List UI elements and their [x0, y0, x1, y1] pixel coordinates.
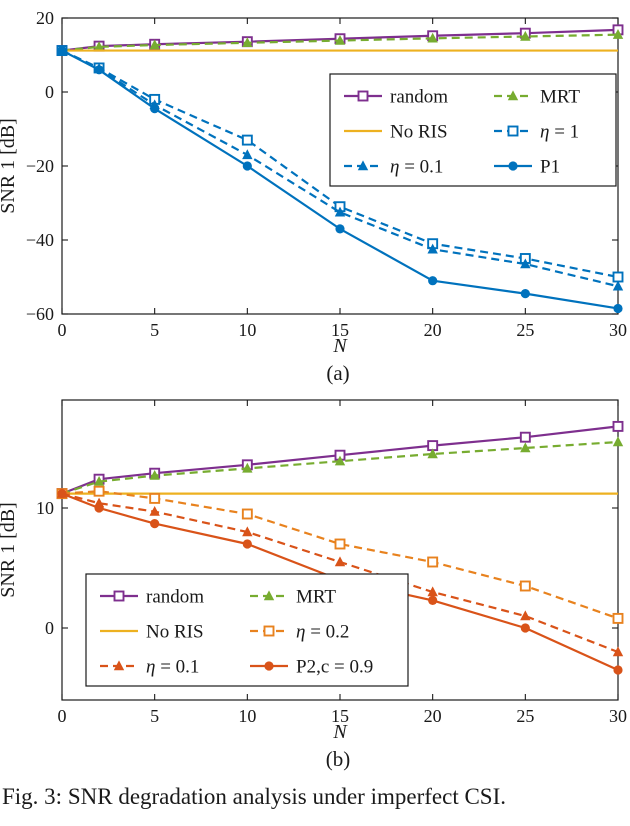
legend-entry-label: P2,c = 0.9: [296, 657, 373, 678]
series-P1: [57, 45, 623, 314]
x-axis-label: N: [332, 335, 348, 357]
y-tick-label: 20: [36, 8, 54, 28]
legend-entry-label: η = 0.1: [146, 657, 199, 678]
legend: random MRT No RIS η = 1 η = 0.1 P1: [329, 73, 617, 187]
series-η = 0.1: [56, 488, 624, 657]
x-tick-label: 0: [58, 320, 67, 340]
x-tick-label: 5: [150, 706, 159, 726]
chart-a-svg: 0 5 10 15 20 25 30 −60 −40 −20 0 20 SNR 1 [dB] Nrando…: [0, 8, 627, 357]
x-tick-label: 20: [424, 706, 442, 726]
subfigure-a-label: (a): [326, 361, 350, 385]
y-tick-label: −40: [26, 230, 54, 250]
chart-a-snr-vs-n: 0 5 10 15 20 25 30 −60 −40 −20 0 20 SNR 1 [dB] Nrando…: [0, 8, 630, 360]
x-tick-label: 20: [424, 320, 442, 340]
y-axis-label: SNR 1 [dB]: [0, 502, 19, 598]
legend-entry-label: random: [146, 587, 204, 608]
y-axis-label: SNR 1 [dB]: [0, 118, 19, 214]
subfigure-b-label: (b): [325, 747, 351, 771]
legend-entry-label: η = 1: [540, 122, 579, 143]
y-tick-label: −60: [26, 304, 54, 324]
legend-entry-label: No RIS: [390, 122, 448, 143]
y-tick-label: 0: [45, 82, 54, 102]
legend-entry-label: η = 0.1: [390, 157, 443, 178]
x-tick-label: 15: [331, 706, 349, 726]
figure-caption: Fig. 3: SNR degradation analysis under i…: [2, 784, 507, 809]
legend: random MRT No RIS η = 0.2 η = 0.1 P2,c = 0.9: [85, 573, 409, 687]
x-tick-label: 25: [516, 706, 534, 726]
x-tick-label: 0: [58, 706, 67, 726]
legend-entry-label: No RIS: [146, 622, 204, 643]
y-tick-label: −20: [26, 156, 54, 176]
x-tick-label: 30: [609, 706, 627, 726]
x-tick-label: 30: [609, 320, 627, 340]
legend-entry-label: MRT: [296, 587, 336, 608]
x-tick-label: 10: [238, 706, 256, 726]
x-tick-label: 25: [516, 320, 534, 340]
x-tick-label: 10: [238, 320, 256, 340]
legend-entry-label: MRT: [540, 87, 580, 108]
legend-entry-label: P1: [540, 157, 560, 178]
x-axis-label: N: [332, 721, 348, 743]
y-tick-label: 10: [36, 498, 54, 518]
x-tick-label: 5: [150, 320, 159, 340]
legend-entry-label: η = 0.2: [296, 622, 349, 643]
y-tick-label: 0: [45, 618, 54, 638]
x-tick-label: 15: [331, 320, 349, 340]
legend-entry-label: random: [390, 87, 448, 108]
